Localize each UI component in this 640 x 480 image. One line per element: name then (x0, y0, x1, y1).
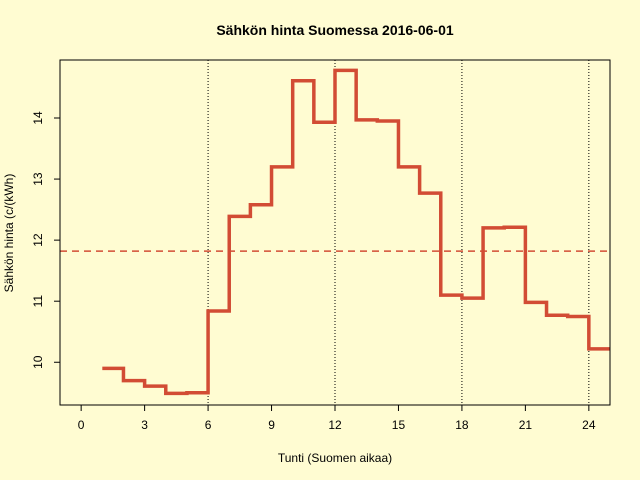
x-tick-label-6: 6 (205, 418, 212, 432)
x-tick-label-24: 24 (582, 418, 596, 432)
y-tick-label-12: 12 (31, 233, 45, 247)
x-axis-label: Tunti (Suomen aikaa) (278, 451, 392, 465)
x-tick-label-0: 0 (78, 418, 85, 432)
chart-title: Sähkön hinta Suomessa 2016-06-01 (216, 22, 454, 38)
x-tick-label-21: 21 (519, 418, 533, 432)
x-tick-label-15: 15 (392, 418, 406, 432)
plot-area: 0 3 6 9 12 15 18 21 24 10 11 12 13 14 (31, 59, 611, 432)
price-series-0 (102, 68, 610, 396)
x-tick-label-3: 3 (141, 418, 148, 432)
y-axis-label: Sähkön hinta (c/(kWh) (2, 174, 16, 293)
x-tick-label-9: 9 (268, 418, 275, 432)
y-tick-label-14: 14 (31, 111, 45, 125)
y-tick-label-10: 10 (31, 355, 45, 369)
y-tick-label-11: 11 (31, 295, 45, 308)
x-tick-label-18: 18 (455, 418, 469, 432)
x-tick-label-12: 12 (328, 418, 342, 432)
y-tick-label-13: 13 (31, 172, 45, 186)
